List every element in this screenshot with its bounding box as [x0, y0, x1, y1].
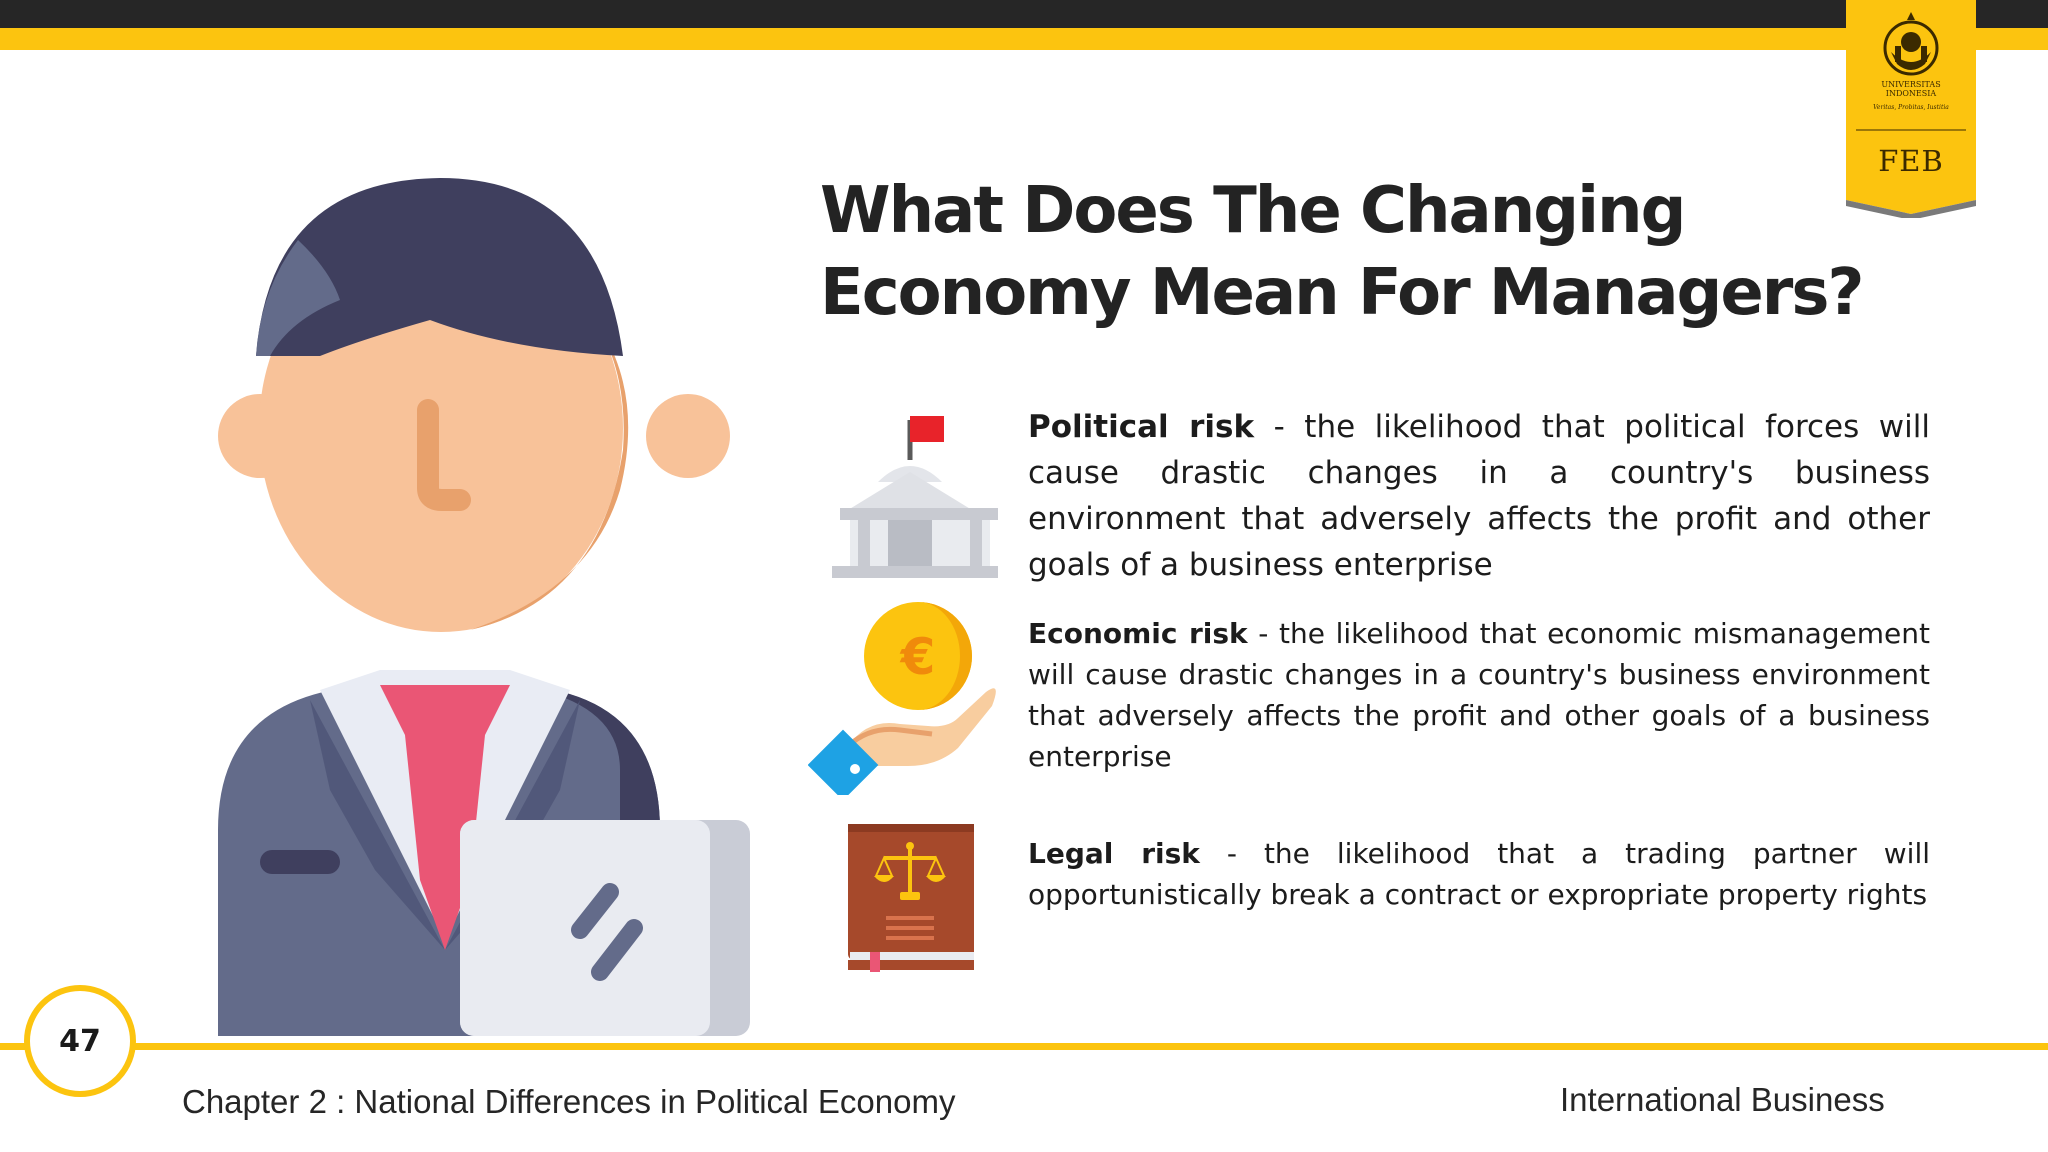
footer-accent-line [0, 1043, 2048, 1050]
economic-risk-term: Economic risk [1028, 617, 1248, 650]
political-risk-text: Political risk - the likelihood that pol… [1028, 404, 1930, 588]
slide-title: What Does The Changing Economy Mean For … [820, 170, 1870, 334]
svg-text:€: € [900, 628, 936, 686]
footer-course: International Business [1560, 1081, 1885, 1118]
top-accent-bar [0, 28, 2048, 50]
economic-risk-definition: - the likelihood that economic mismanage… [1028, 617, 1930, 773]
euro-coin-hand-icon: € [808, 602, 996, 795]
logo-motto: Veritas, Probitas, Iustitia [1873, 104, 1949, 111]
footer-chapter: Chapter 2 : National Differences in Poli… [182, 1083, 956, 1120]
badge-shape [1846, 0, 1976, 220]
manager-illustration [218, 178, 750, 1036]
government-building-icon [832, 416, 998, 578]
page-number-badge: 47 [24, 985, 136, 1097]
legal-risk-text: Legal risk - the likelihood that a tradi… [1028, 833, 1930, 915]
badge-label: FEB [1878, 144, 1944, 178]
title-line-2: Economy Mean For Managers? [820, 256, 1865, 330]
economic-risk-text: Economic risk - the likelihood that econ… [1028, 613, 1930, 777]
legal-risk-term: Legal risk [1028, 837, 1200, 870]
title-line-1: What Does The Changing [820, 174, 1686, 248]
political-risk-definition: - the likelihood that political forces w… [1028, 409, 1930, 583]
university-badge: UNIVERSITAS INDONESIA Veritas, Probitas,… [1846, 0, 1976, 220]
political-risk-term: Political risk [1028, 409, 1255, 445]
logo-text-line-1: UNIVERSITAS [1881, 80, 1941, 89]
logo-text-line-2: INDONESIA [1885, 89, 1937, 98]
law-book-scales-icon [848, 824, 974, 972]
legal-risk-definition: - the likelihood that a trading partner … [1028, 837, 1930, 911]
university-emblem-icon [1883, 12, 1939, 76]
top-dark-bar [0, 0, 2048, 28]
page-number: 47 [59, 1023, 101, 1059]
